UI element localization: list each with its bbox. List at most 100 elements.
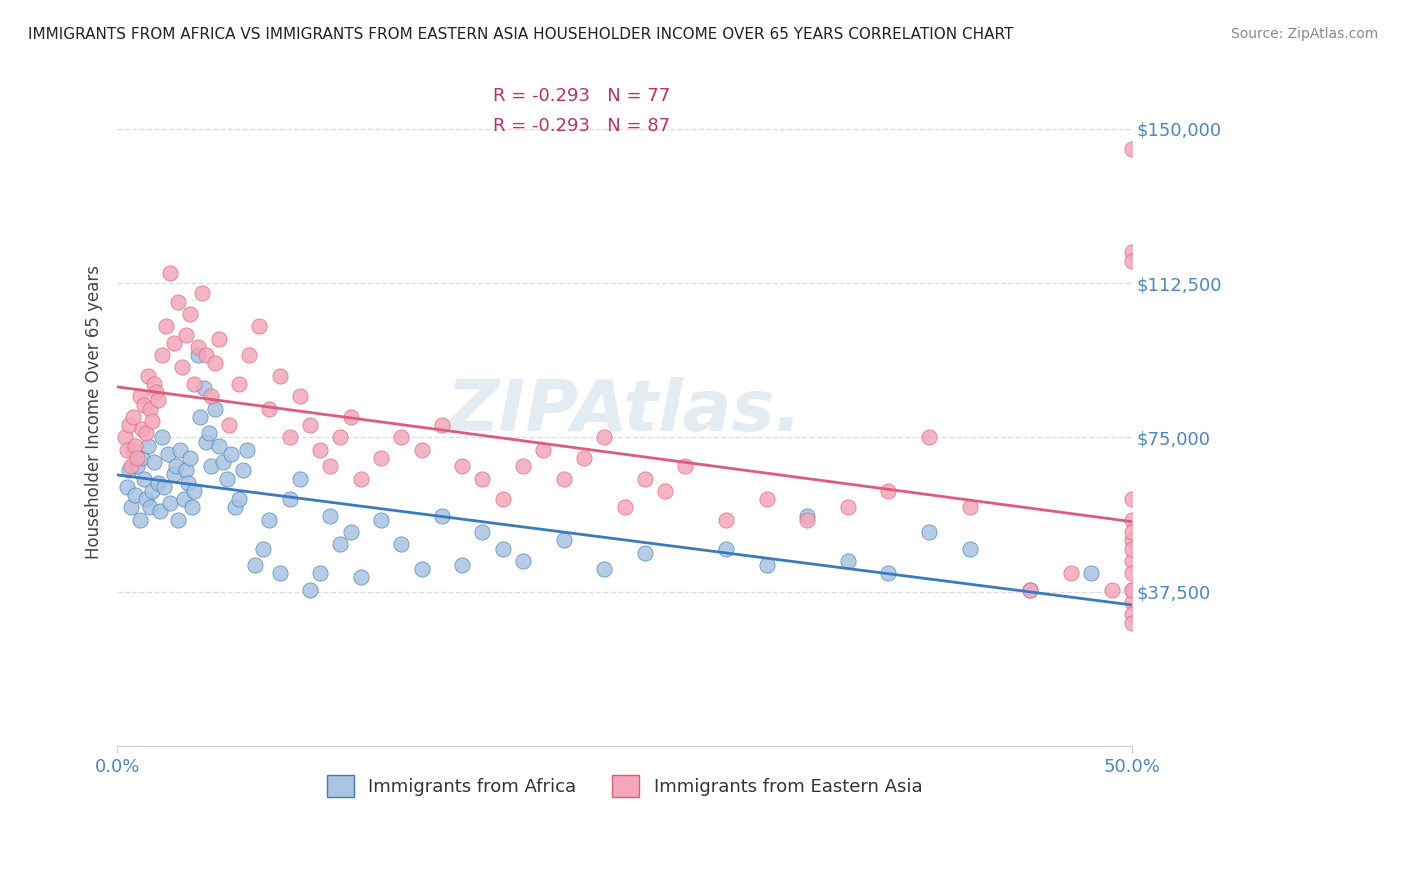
- Immigrants from Eastern Asia: [411, 442, 433, 457]
- Immigrants from Eastern Asia: [430, 418, 453, 433]
- Immigrants from Eastern Asia: [837, 500, 859, 515]
- Immigrants from Eastern Asia: [259, 401, 281, 416]
- Immigrants from Africa: [1080, 566, 1102, 581]
- Immigrants from Eastern Asia: [959, 500, 981, 515]
- Immigrants from Africa: [370, 513, 392, 527]
- Immigrants from Africa: [634, 546, 657, 560]
- Immigrants from Eastern Asia: [128, 389, 150, 403]
- Immigrants from Africa: [796, 508, 818, 523]
- Immigrants from Africa: [174, 463, 197, 477]
- Immigrants from Africa: [918, 524, 941, 539]
- Immigrants from Africa: [128, 513, 150, 527]
- Immigrants from Africa: [512, 554, 534, 568]
- Immigrants from Eastern Asia: [238, 348, 260, 362]
- Immigrants from Eastern Asia: [531, 442, 554, 457]
- Immigrants from Africa: [127, 459, 149, 474]
- Immigrants from Eastern Asia: [124, 439, 146, 453]
- Immigrants from Eastern Asia: [132, 397, 155, 411]
- Immigrants from Eastern Asia: [183, 376, 205, 391]
- Text: R = -0.293   N = 87: R = -0.293 N = 87: [492, 117, 669, 135]
- Immigrants from Africa: [228, 492, 250, 507]
- Immigrants from Africa: [492, 541, 515, 556]
- Immigrants from Eastern Asia: [278, 430, 301, 444]
- Immigrants from Eastern Asia: [138, 401, 160, 416]
- Immigrants from Eastern Asia: [796, 513, 818, 527]
- Immigrants from Africa: [553, 533, 575, 548]
- Immigrants from Eastern Asia: [755, 492, 778, 507]
- Immigrants from Eastern Asia: [127, 450, 149, 465]
- Immigrants from Eastern Asia: [634, 472, 657, 486]
- Immigrants from Eastern Asia: [141, 414, 163, 428]
- Immigrants from Eastern Asia: [136, 368, 159, 383]
- Immigrants from Africa: [169, 442, 191, 457]
- Immigrants from Africa: [132, 472, 155, 486]
- Legend: Immigrants from Africa, Immigrants from Eastern Asia: Immigrants from Africa, Immigrants from …: [319, 767, 929, 804]
- Immigrants from Eastern Asia: [1121, 615, 1143, 630]
- Immigrants from Eastern Asia: [492, 492, 515, 507]
- Immigrants from Africa: [136, 439, 159, 453]
- Immigrants from Eastern Asia: [174, 327, 197, 342]
- Immigrants from Eastern Asia: [654, 483, 676, 498]
- Immigrants from Africa: [215, 472, 238, 486]
- Immigrants from Africa: [193, 381, 215, 395]
- Immigrants from Eastern Asia: [179, 307, 201, 321]
- Immigrants from Eastern Asia: [218, 418, 240, 433]
- Immigrants from Eastern Asia: [1121, 524, 1143, 539]
- Immigrants from Africa: [179, 450, 201, 465]
- Immigrants from Africa: [269, 566, 291, 581]
- Immigrants from Eastern Asia: [200, 389, 222, 403]
- Immigrants from Eastern Asia: [339, 409, 361, 424]
- Immigrants from Africa: [183, 483, 205, 498]
- Immigrants from Eastern Asia: [159, 266, 181, 280]
- Immigrants from Eastern Asia: [191, 286, 214, 301]
- Immigrants from Africa: [141, 483, 163, 498]
- Immigrants from Africa: [219, 447, 242, 461]
- Immigrants from Africa: [245, 558, 267, 572]
- Immigrants from Africa: [211, 455, 233, 469]
- Immigrants from Eastern Asia: [117, 442, 139, 457]
- Immigrants from Africa: [138, 500, 160, 515]
- Text: ZIPAtlas.: ZIPAtlas.: [447, 377, 803, 446]
- Immigrants from Eastern Asia: [167, 294, 190, 309]
- Immigrants from Eastern Asia: [1101, 582, 1123, 597]
- Y-axis label: Householder Income Over 65 years: Householder Income Over 65 years: [86, 265, 103, 558]
- Text: R = -0.293   N = 77: R = -0.293 N = 77: [492, 87, 669, 105]
- Immigrants from Africa: [309, 566, 332, 581]
- Immigrants from Eastern Asia: [142, 376, 165, 391]
- Immigrants from Africa: [135, 492, 157, 507]
- Immigrants from Eastern Asia: [309, 442, 332, 457]
- Immigrants from Africa: [389, 537, 412, 551]
- Immigrants from Eastern Asia: [389, 430, 412, 444]
- Immigrants from Africa: [252, 541, 274, 556]
- Immigrants from Africa: [131, 450, 153, 465]
- Immigrants from Africa: [430, 508, 453, 523]
- Immigrants from Eastern Asia: [228, 376, 250, 391]
- Immigrants from Eastern Asia: [714, 513, 737, 527]
- Immigrants from Africa: [187, 348, 209, 362]
- Immigrants from Eastern Asia: [269, 368, 291, 383]
- Immigrants from Africa: [146, 475, 169, 490]
- Immigrants from Eastern Asia: [1121, 595, 1143, 609]
- Immigrants from Africa: [118, 463, 141, 477]
- Immigrants from Eastern Asia: [247, 319, 270, 334]
- Immigrants from Eastern Asia: [1121, 554, 1143, 568]
- Text: IMMIGRANTS FROM AFRICA VS IMMIGRANTS FROM EASTERN ASIA HOUSEHOLDER INCOME OVER 6: IMMIGRANTS FROM AFRICA VS IMMIGRANTS FRO…: [28, 27, 1014, 42]
- Immigrants from Eastern Asia: [877, 483, 900, 498]
- Immigrants from Eastern Asia: [1121, 492, 1143, 507]
- Immigrants from Eastern Asia: [1121, 533, 1143, 548]
- Immigrants from Eastern Asia: [288, 389, 311, 403]
- Immigrants from Africa: [122, 442, 145, 457]
- Immigrants from Eastern Asia: [122, 409, 145, 424]
- Immigrants from Africa: [197, 426, 219, 441]
- Immigrants from Eastern Asia: [370, 450, 392, 465]
- Text: Source: ZipAtlas.com: Source: ZipAtlas.com: [1230, 27, 1378, 41]
- Immigrants from Eastern Asia: [1060, 566, 1083, 581]
- Immigrants from Eastern Asia: [329, 430, 352, 444]
- Immigrants from Eastern Asia: [1121, 143, 1143, 157]
- Immigrants from Africa: [959, 541, 981, 556]
- Immigrants from Eastern Asia: [187, 340, 209, 354]
- Immigrants from Africa: [181, 500, 204, 515]
- Immigrants from Eastern Asia: [1121, 245, 1143, 260]
- Immigrants from Eastern Asia: [1121, 566, 1143, 581]
- Immigrants from Eastern Asia: [118, 418, 141, 433]
